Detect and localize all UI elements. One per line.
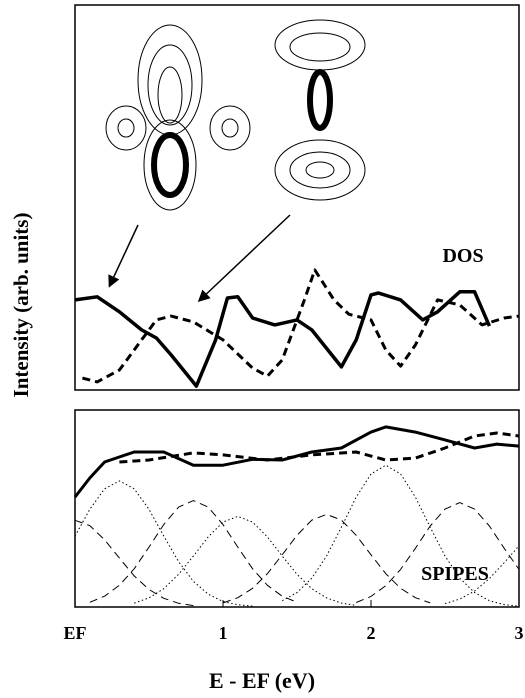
series-line [74, 519, 194, 607]
bottom-frame [74, 409, 520, 608]
arrow [197, 214, 291, 303]
x-tick-label: 3 [515, 623, 524, 643]
arrow [108, 224, 139, 288]
series-line [444, 545, 520, 604]
series-line [82, 268, 520, 384]
series-line [281, 464, 520, 607]
series-line [119, 431, 520, 464]
x-tick-label: 2 [367, 623, 376, 643]
dos-label: DOS [442, 245, 483, 267]
y-axis-label: Intensity (arb. units) [9, 213, 33, 398]
contour-right [274, 19, 366, 201]
series-line [89, 500, 298, 603]
series-line [134, 515, 357, 606]
x-tick-label: 1 [219, 623, 228, 643]
series-line [222, 513, 431, 604]
top-frame [74, 4, 520, 391]
x-tick-label: EF [63, 623, 86, 643]
x-axis-label: E - EF (eV) [209, 668, 315, 693]
series-line [74, 480, 253, 607]
series-line [74, 290, 492, 388]
contour-left [105, 24, 251, 211]
series-line [73, 425, 520, 499]
spipes-label: SPIPES [421, 563, 489, 585]
series-line [356, 502, 520, 603]
